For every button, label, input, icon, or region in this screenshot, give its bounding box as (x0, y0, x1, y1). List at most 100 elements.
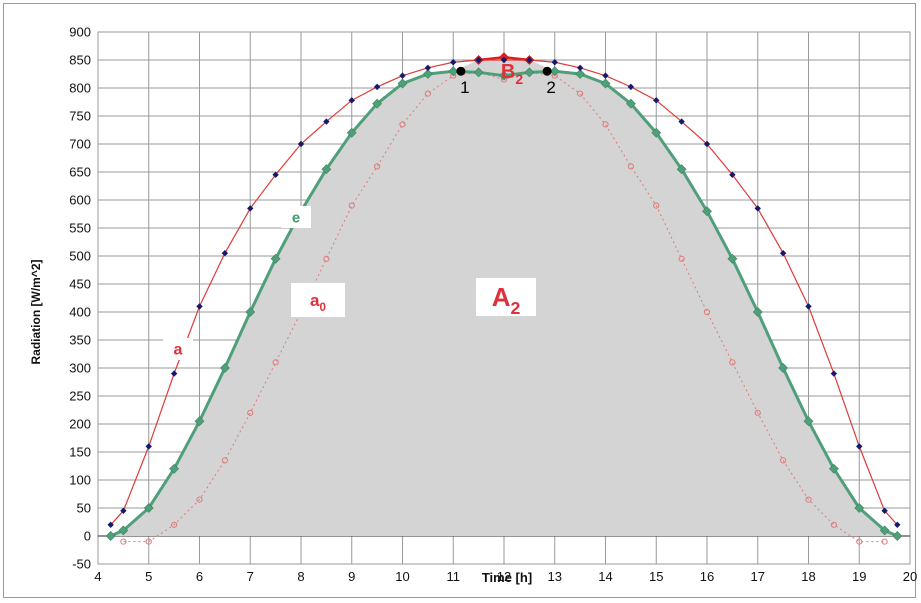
series-a-point (120, 507, 127, 514)
series-a0-point (145, 538, 152, 545)
series-e-point (651, 127, 662, 138)
x-tick-label: 11 (447, 569, 461, 584)
series-a0-point (272, 359, 279, 366)
series-a-point (779, 250, 787, 257)
series-a-point (830, 370, 838, 377)
series-a-point (145, 443, 152, 450)
label-e-box (281, 206, 311, 228)
series-a0-point (602, 121, 609, 128)
series-a-point (399, 72, 406, 79)
series-e-point (600, 78, 611, 89)
y-tick-label: 100 (69, 473, 91, 488)
series-a-point (729, 171, 736, 178)
y-tick-label: 250 (69, 389, 91, 404)
series-a-point (500, 56, 508, 64)
series-a0-point (196, 496, 203, 503)
series-a-point (424, 64, 432, 72)
y-tick-label: 800 (69, 81, 91, 96)
series-a-point (373, 83, 381, 91)
label-a-box (163, 338, 193, 360)
series-e-point (727, 253, 738, 264)
series-e-point (245, 307, 256, 317)
y-tick-label: 600 (69, 193, 91, 208)
series-e-point (778, 363, 789, 373)
y-axis-label: Radiation [W/m^2] (29, 259, 43, 364)
series-e-point (372, 98, 383, 109)
series-e-point (803, 416, 814, 427)
x-tick-label: 4 (94, 569, 101, 584)
series-a-point (551, 59, 558, 66)
series-a-point (450, 59, 457, 66)
series-e-point (828, 463, 839, 474)
series-a0-point (754, 409, 761, 416)
series-a0-point (830, 521, 837, 528)
series-e-point (270, 253, 281, 264)
series-e-point (676, 164, 687, 175)
series-e-point (397, 78, 408, 89)
marker-label-1: 1 (460, 78, 469, 97)
y-tick-label: 650 (69, 165, 91, 180)
chart-frame (3, 3, 916, 598)
y-tick-label: 200 (69, 417, 91, 432)
series-e-point (219, 363, 230, 373)
series-a-point (475, 56, 482, 64)
y-tick-label: 150 (69, 445, 91, 460)
series-e-point (549, 66, 560, 77)
series-a-point (221, 250, 229, 257)
y-tick-label: 500 (69, 249, 91, 264)
series-a-point (703, 140, 711, 148)
series-e-point (448, 66, 459, 77)
x-tick-label: 13 (548, 569, 562, 584)
x-tick-label: 5 (145, 569, 152, 584)
x-tick-label: 15 (649, 569, 663, 584)
x-tick-label: 7 (247, 569, 254, 584)
y-tick-label: 850 (69, 53, 91, 68)
series-a-point (107, 521, 114, 528)
x-tick-label: 17 (751, 569, 765, 584)
series-a0-point (577, 90, 584, 97)
series-a0-point (627, 163, 634, 170)
y-tick-label: 450 (69, 277, 91, 292)
marker-point-2 (542, 66, 552, 76)
series-e-point (422, 69, 433, 79)
series-a0-point (171, 521, 178, 528)
series-a-point (678, 118, 685, 125)
series-a0-point (678, 255, 685, 262)
x-tick-label: 10 (395, 569, 409, 584)
label-e: e (292, 209, 300, 226)
x-tick-label: 9 (348, 569, 355, 584)
series-e-point (473, 67, 484, 78)
series-a0-point (703, 308, 711, 316)
y-tick-label: 550 (69, 221, 91, 236)
series-a-point (297, 140, 305, 148)
series-a-point (627, 83, 635, 91)
x-axis-label: Time [h] (482, 570, 532, 585)
series-e-point (752, 307, 763, 317)
series-e-point (321, 164, 332, 175)
label-A2-box (476, 278, 536, 316)
series-a0-point (881, 538, 888, 545)
series-a-point (576, 64, 584, 72)
series-a-point (805, 303, 812, 310)
series-a0-point (120, 538, 127, 545)
series-a-point (196, 303, 203, 310)
series-a0-point (399, 121, 406, 128)
series-a0-point (856, 538, 863, 545)
series-a0-point (653, 202, 660, 209)
label-A2: A2 (492, 282, 521, 318)
series-a-point (247, 205, 254, 212)
marker-point-1 (456, 66, 466, 76)
series-a0-point (348, 202, 355, 209)
x-tick-label: 8 (297, 569, 304, 584)
marker-label-2: 2 (546, 78, 555, 97)
y-tick-label: 300 (69, 361, 91, 376)
series-a0-point (729, 359, 736, 366)
series-a-point (894, 521, 901, 528)
series-a-point (170, 370, 178, 377)
x-tick-label: 19 (852, 569, 866, 584)
x-tick-label: 20 (903, 569, 917, 584)
label-B2: B2 (501, 61, 523, 87)
series-a0-point (805, 496, 812, 503)
label-a0-box (291, 283, 345, 317)
